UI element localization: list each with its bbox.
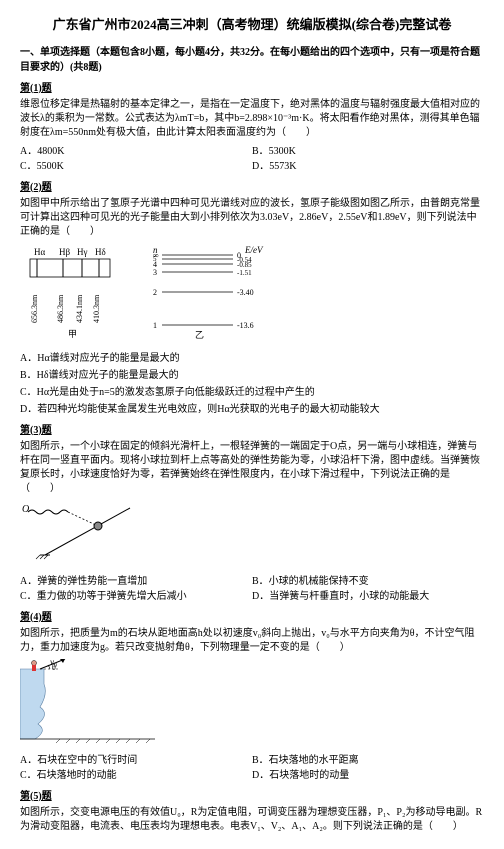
q4-label: 第(4)题 [20, 610, 484, 625]
q1-options: A．4800K B．5300K C．5500K D．5573K [20, 144, 484, 174]
q4-optA: A．石块在空中的飞行时间 [20, 753, 252, 768]
spectrum-svg: Hα Hβ Hγ Hδ 656.3nm 486.3nm 434.1nm 410.… [20, 245, 130, 340]
q2-optC: C．Hα光是由处于n=5的激发态氢原子向低能级跃迁的过程中产生的 [20, 385, 484, 400]
q3-optD: D．当弹簧与杆垂直时，小球的动能最大 [252, 589, 484, 604]
spring-incline-svg: O [20, 500, 140, 565]
q4-figure: v₀ θ [20, 659, 484, 749]
q2-fig-right: n E/eV ∞ 0 5 -0.54 4 -0.85 3 -1.51 2 -3.… [150, 245, 280, 345]
q5-body: 如图所示，交变电源电压的有效值U₀，R为定值电阻，可调变压器为理想变压器，P₁、… [20, 806, 484, 834]
label-Hgamma: Hγ [77, 247, 87, 257]
doc-title: 广东省广州市2024高三冲刺（高考物理）统编版模拟(综合卷)完整试卷 [20, 15, 484, 35]
q4-optD: D．石块落地时的动量 [252, 768, 484, 783]
projectile-svg: v₀ θ [20, 659, 160, 744]
label-Hbeta: Hβ [59, 247, 70, 257]
q5-label: 第(5)题 [20, 789, 484, 804]
energy-level-svg: n E/eV ∞ 0 5 -0.54 4 -0.85 3 -1.51 2 -3.… [150, 245, 280, 340]
q3-optB: B．小球的机械能保持不变 [252, 574, 484, 589]
caption-right: 乙 [195, 330, 204, 340]
svg-text:-13.6: -13.6 [237, 321, 254, 330]
q1-optC: C．5500K [20, 159, 252, 174]
q4-body: 如图所示，把质量为m的石块从距地面高h处以初速度v₀斜向上抛出，v₀与水平方向夹… [20, 627, 484, 655]
svg-text:2: 2 [153, 288, 157, 297]
e-header: E/eV [244, 245, 264, 255]
q1-label: 第(1)题 [20, 81, 484, 96]
label-Hdelta: Hδ [95, 247, 106, 257]
wl-2: 434.1nm [75, 294, 84, 323]
svg-text:-1.51: -1.51 [237, 269, 252, 277]
q2-body: 如图甲中所示给出了氢原子光谱中四种可见光谱线对应的波长，氢原子能级图如图乙所示，… [20, 197, 484, 239]
svg-text:3: 3 [153, 268, 157, 277]
q1-optB: B．5300K [252, 144, 484, 159]
section1-heading: 一、单项选择题（本题包含8小题，每小题4分，共32分。在每小题给出的四个选项中，… [20, 45, 484, 75]
q3-optC: C．重力做的功等于弹簧先增大后减小 [20, 589, 252, 604]
label-Halpha: Hα [34, 247, 45, 257]
q3-options: A．弹簧的弹性势能一直增加 B．小球的机械能保持不变 C．重力做的功等于弹簧先增… [20, 574, 484, 604]
q2-optA: A．Hα谱线对应光子的能量是最大的 [20, 351, 484, 366]
q4-optB: B．石块落地的水平距离 [252, 753, 484, 768]
wl-0: 656.3nm [30, 294, 39, 323]
q4-optC: C．石块落地时的动能 [20, 768, 252, 783]
q3-body: 如图所示，一个小球在固定的倾斜光滑杆上，一根轻弹簧的一端固定于O点，另一端与小球… [20, 440, 484, 496]
wl-3: 410.3nm [92, 294, 101, 323]
q3-figure: O [20, 500, 484, 570]
q3-optA: A．弹簧的弹性势能一直增加 [20, 574, 252, 589]
caption-left: 甲 [68, 329, 77, 339]
q1-body: 维恩位移定律是热辐射的基本定律之一，是指在一定温度下，绝对黑体的温度与辐射强度最… [20, 98, 484, 140]
q2-figures: Hα Hβ Hγ Hδ 656.3nm 486.3nm 434.1nm 410.… [20, 245, 484, 345]
q2-optD: D．若四种光均能使某金属发生光电效应，则Hα光获取的光电子的最大初动能较大 [20, 402, 484, 417]
q1-optA: A．4800K [20, 144, 252, 159]
svg-text:-3.40: -3.40 [237, 288, 254, 297]
q2-optB: B．Hδ谱线对应光子的能量是最大的 [20, 368, 484, 383]
svg-text:O: O [22, 504, 29, 515]
q4-options: A．石块在空中的飞行时间 B．石块落地的水平距离 C．石块落地时的动能 D．石块… [20, 753, 484, 783]
svg-text:-0.85: -0.85 [237, 261, 252, 269]
q2-fig-left: Hα Hβ Hγ Hδ 656.3nm 486.3nm 434.1nm 410.… [20, 245, 130, 345]
wl-1: 486.3nm [56, 294, 65, 323]
q2-options: A．Hα谱线对应光子的能量是最大的 B．Hδ谱线对应光子的能量是最大的 C．Hα… [20, 351, 484, 417]
svg-text:θ: θ [52, 663, 56, 672]
svg-text:1: 1 [153, 321, 157, 330]
q1-optD: D．5573K [252, 159, 484, 174]
q3-label: 第(3)题 [20, 423, 484, 438]
q2-label: 第(2)题 [20, 180, 484, 195]
